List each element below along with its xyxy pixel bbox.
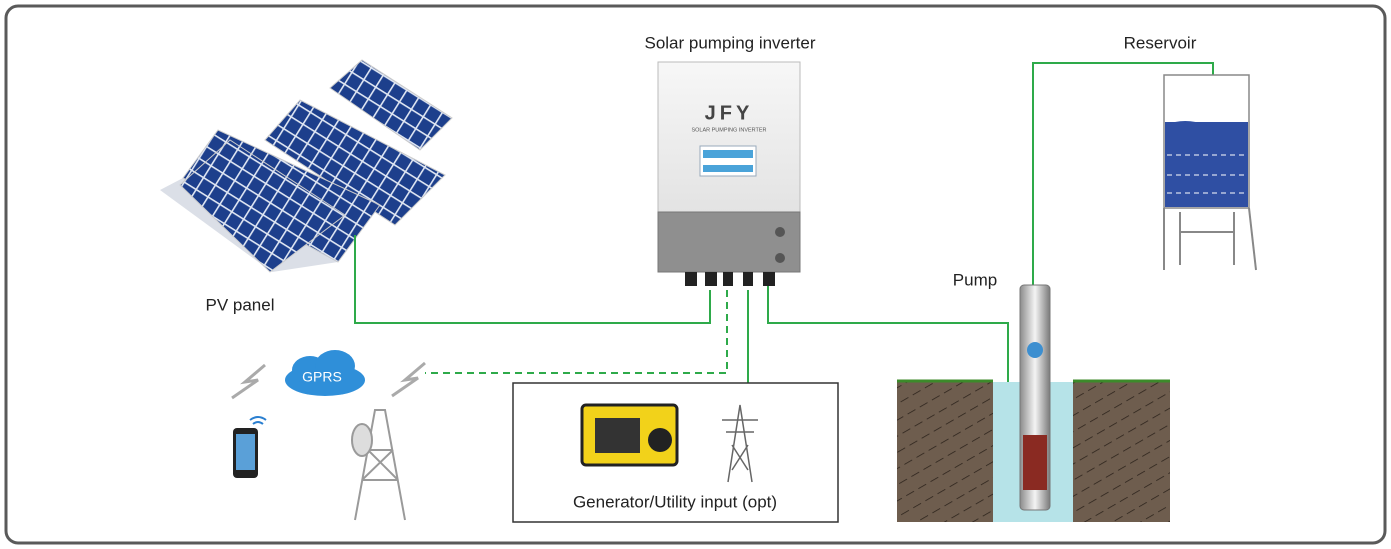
phone (233, 417, 266, 478)
pump-label: Pump (953, 270, 997, 289)
generator (582, 405, 677, 465)
tower-part (352, 424, 372, 456)
inverter-part (743, 272, 753, 286)
gprs-label: GPRS (302, 369, 342, 385)
inverter-part (763, 272, 775, 286)
pump-part (1023, 435, 1047, 490)
page: PV panel JFY SOLAR PUMPING INVERTER Sola… (0, 0, 1391, 549)
diagram: PV panel JFY SOLAR PUMPING INVERTER Sola… (0, 0, 1391, 549)
inverter-part (775, 227, 785, 237)
generator-part (648, 428, 672, 452)
inverter-part (685, 272, 697, 286)
phone-part (236, 434, 255, 470)
pv-panels (160, 60, 452, 272)
phone-part (250, 417, 266, 424)
pump (1020, 285, 1050, 510)
brand: JFY (705, 102, 754, 124)
inverter-part (703, 150, 753, 158)
reservoir-part (1164, 208, 1256, 270)
inverter-part (705, 272, 717, 286)
inverter-label: Solar pumping inverter (644, 33, 815, 52)
inverter-part (723, 272, 733, 286)
generator-label: Generator/Utility input (opt) (573, 492, 777, 511)
inverter-part (658, 62, 800, 212)
inverter-part (658, 212, 800, 272)
reservoir-label: Reservoir (1124, 33, 1197, 52)
reservoir-part-part (1249, 208, 1256, 270)
inverter (658, 62, 800, 286)
generator-part (595, 418, 640, 453)
pv-label: PV panel (206, 295, 275, 314)
wires-part (425, 290, 727, 373)
signal-part (392, 363, 425, 396)
brand-sub: SOLAR PUMPING INVERTER (691, 127, 766, 133)
inverter-part (703, 165, 753, 172)
wires-part (355, 235, 710, 323)
ground-part (1073, 382, 1170, 522)
pump-part (1027, 342, 1043, 358)
tower (352, 410, 405, 520)
ground-part (897, 382, 993, 522)
reservoir (1164, 75, 1256, 270)
reservoir-part (1165, 122, 1248, 207)
signal-part (232, 365, 265, 398)
inverter-part (775, 253, 785, 263)
